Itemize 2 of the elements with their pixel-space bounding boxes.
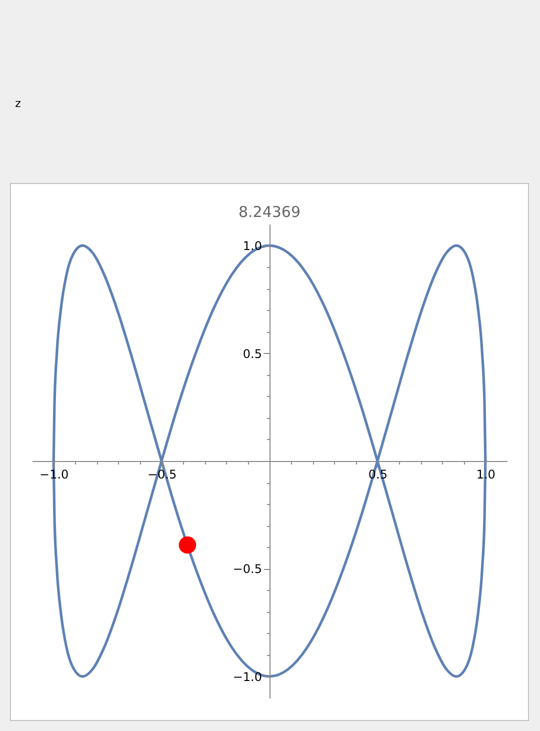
text: z <box>15 97 22 110</box>
chart-title: 8.24369 <box>238 203 301 221</box>
